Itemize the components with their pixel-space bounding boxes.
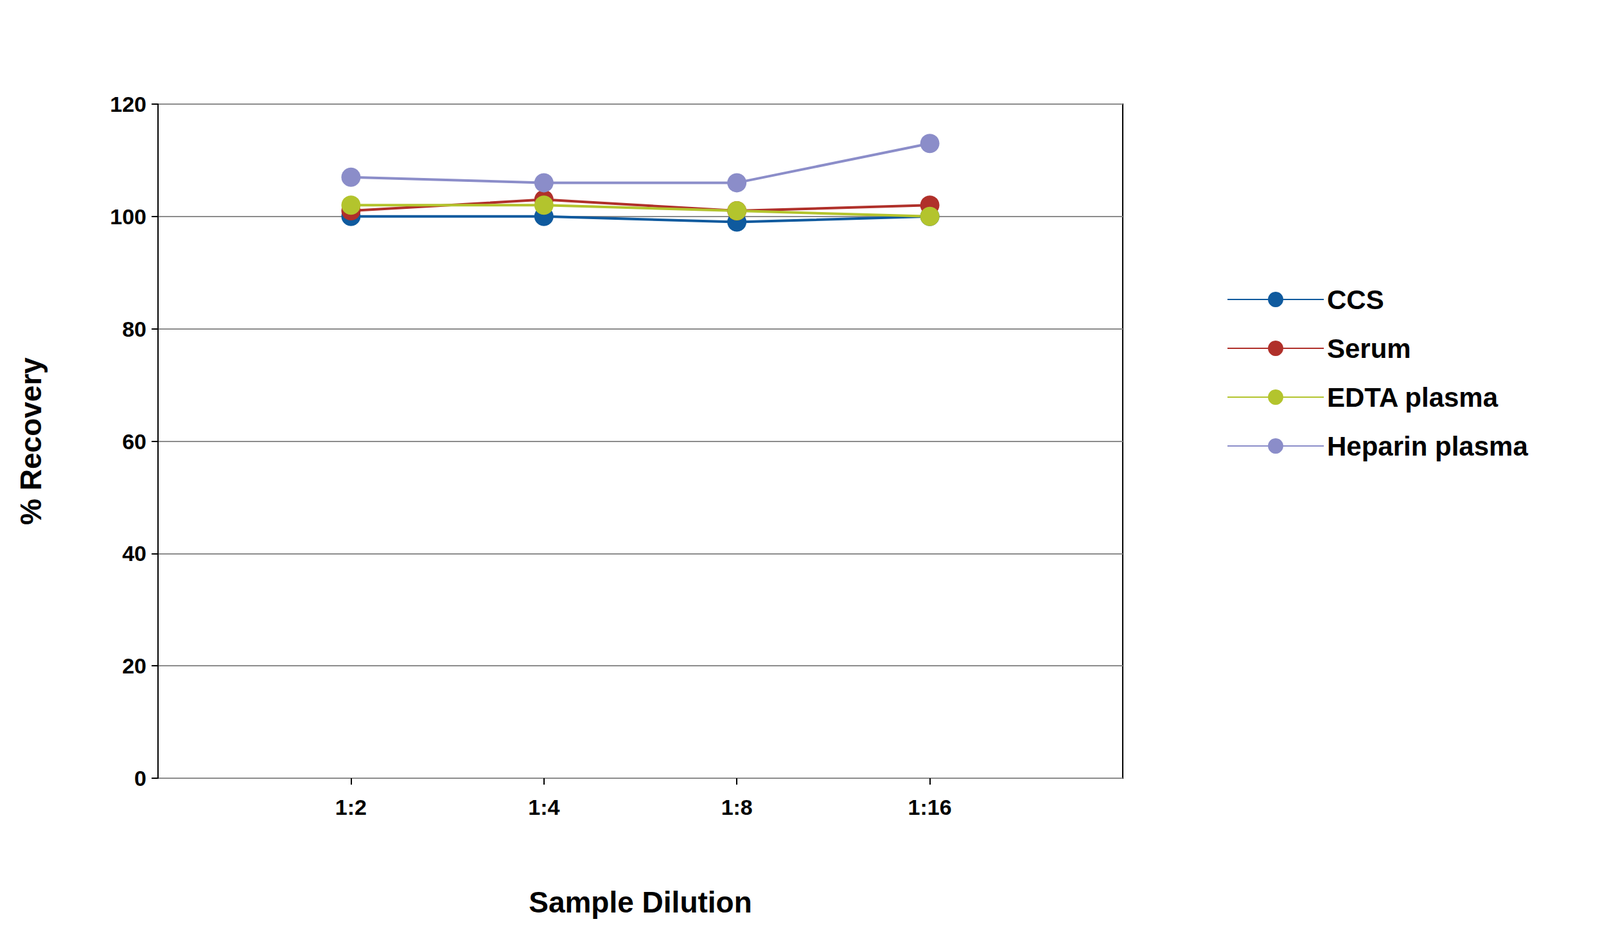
svg-text:0: 0 [134, 765, 147, 791]
svg-text:1:4: 1:4 [527, 794, 560, 819]
svg-text:120: 120 [109, 91, 147, 117]
svg-text:EDTA plasma: EDTA plasma [1327, 382, 1499, 413]
svg-text:Serum: Serum [1327, 333, 1412, 364]
svg-text:80: 80 [122, 316, 147, 342]
svg-text:60: 60 [122, 429, 147, 454]
svg-text:Heparin plasma: Heparin plasma [1327, 430, 1529, 462]
svg-text:20: 20 [122, 653, 147, 678]
svg-text:% Recovery: % Recovery [14, 357, 48, 525]
svg-text:Sample Dilution: Sample Dilution [528, 885, 753, 919]
svg-text:1:16: 1:16 [908, 794, 952, 819]
svg-text:1:8: 1:8 [721, 794, 753, 819]
svg-text:1:2: 1:2 [335, 794, 367, 819]
svg-text:40: 40 [122, 540, 147, 566]
svg-text:100: 100 [109, 204, 147, 229]
svg-text:CCS: CCS [1327, 284, 1385, 315]
